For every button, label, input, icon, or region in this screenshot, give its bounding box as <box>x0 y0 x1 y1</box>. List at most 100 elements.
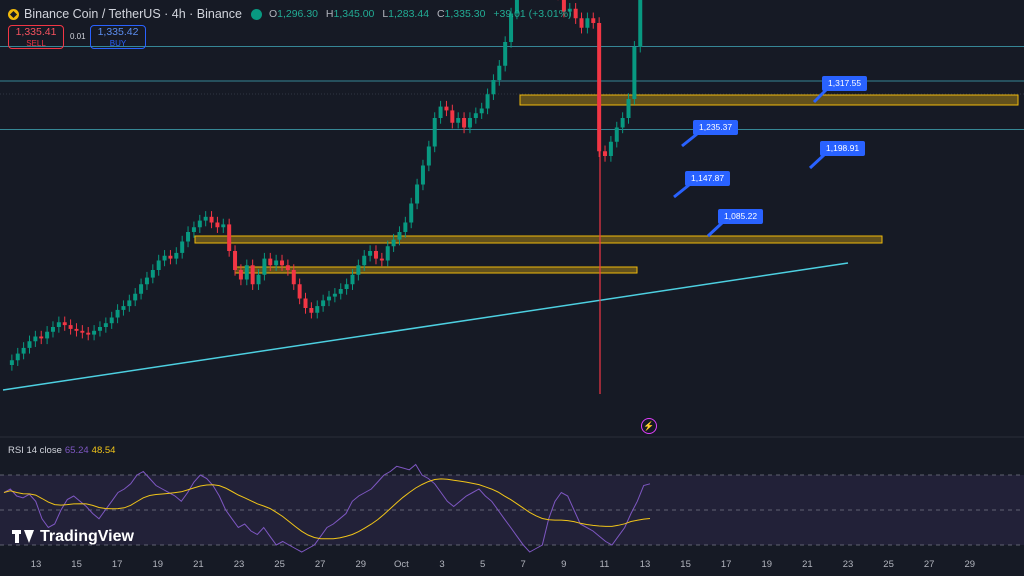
candle-body <box>327 296 331 301</box>
x-axis-tick: 21 <box>193 559 204 570</box>
x-axis-tick: 9 <box>561 559 567 570</box>
candle-body <box>332 293 337 297</box>
candle-body <box>144 277 149 285</box>
candle-body <box>256 274 261 285</box>
price-callout[interactable]: 1,235.37 <box>693 120 739 135</box>
candle-body <box>614 127 619 142</box>
candle-body <box>191 227 196 232</box>
candle-body <box>238 270 243 280</box>
symbol-legend: Binance Coin / TetherUS · 4h · Binance O… <box>8 5 572 23</box>
candle-body <box>638 0 643 47</box>
x-axis-tick: 7 <box>520 559 526 570</box>
horizontal-lines <box>0 45 1024 130</box>
candle-body <box>50 327 55 332</box>
x-axis-tick: 5 <box>479 559 486 570</box>
candle-body <box>626 99 631 118</box>
candle-body <box>315 306 320 313</box>
candle-body <box>274 260 279 266</box>
candle-body <box>462 118 467 128</box>
candle-body <box>456 118 461 123</box>
lightning-icon[interactable]: ⚡ <box>641 418 657 434</box>
candle-body <box>491 80 496 95</box>
candle-body <box>62 322 67 326</box>
candle-body <box>485 94 490 109</box>
candle-body <box>391 239 396 247</box>
x-axis-tick: 25 <box>883 559 894 570</box>
candle-body <box>409 203 414 223</box>
candle-body <box>397 232 402 240</box>
candle-body <box>597 23 602 152</box>
candle-body <box>133 293 138 301</box>
candle-body <box>561 0 566 12</box>
tradingview-logo[interactable]: TradingView <box>12 528 134 546</box>
candle-body <box>450 110 455 123</box>
candle-body <box>121 306 126 310</box>
candle-body <box>109 317 114 324</box>
buy-button[interactable]: 1,335.42 BUY <box>90 25 146 49</box>
candle-body <box>303 298 308 308</box>
candle-body <box>379 258 384 261</box>
candle-body <box>180 241 185 253</box>
market-status-icon <box>250 8 262 20</box>
candle-body <box>227 224 232 251</box>
candle-body <box>156 260 161 270</box>
candle-body <box>350 274 355 285</box>
candle-body <box>215 222 220 228</box>
candle-body <box>344 284 349 289</box>
x-axis-tick: 15 <box>680 559 691 570</box>
spread-value: 0.01 <box>70 32 86 41</box>
x-axis-tick: 15 <box>71 559 82 570</box>
x-axis-tick: 27 <box>923 559 935 570</box>
candle-body <box>420 165 425 185</box>
candle-body <box>139 284 144 294</box>
candle-body <box>27 341 32 348</box>
price-callout[interactable]: 1,085.22 <box>718 209 764 224</box>
candle-body <box>203 216 208 221</box>
candle-body <box>579 18 584 28</box>
candle-body <box>97 327 102 331</box>
symbol-title[interactable]: Binance Coin / TetherUS · 4h · Binance <box>24 7 242 21</box>
callout-pointers <box>673 88 828 238</box>
sell-button[interactable]: 1,335.41 SELL <box>8 25 64 49</box>
price-zone <box>519 94 1019 106</box>
candle-body <box>103 323 108 327</box>
price-zone <box>194 235 883 244</box>
price-callout[interactable]: 1,198.91 <box>820 141 866 156</box>
candle-body <box>479 108 484 114</box>
candle-body <box>620 118 625 128</box>
candle-body <box>15 353 20 361</box>
price-callout[interactable]: 1,317.55 <box>822 76 868 91</box>
x-axis-tick: Oct <box>394 559 409 570</box>
x-axis-tick: 11 <box>599 559 610 570</box>
price-callout[interactable]: 1,147.87 <box>685 171 731 186</box>
x-axis-tick: 25 <box>274 559 285 570</box>
tradingview-logo-icon <box>12 530 34 544</box>
candle-body <box>338 289 343 294</box>
candle-body <box>33 336 38 342</box>
candle-body <box>321 300 326 307</box>
candle-body <box>174 252 179 259</box>
candle-body <box>127 300 132 307</box>
x-axis-tick: 23 <box>233 559 245 570</box>
candle-body <box>268 258 273 266</box>
x-axis-tick: 19 <box>152 559 164 570</box>
candle-body <box>362 255 367 266</box>
candle-body <box>45 331 50 339</box>
candle-body <box>9 360 14 365</box>
callout-pointer <box>812 88 828 104</box>
candle-body <box>297 284 302 299</box>
rsi-legend[interactable]: RSI 14 close 65.24 48.54 <box>8 445 116 456</box>
candle-body <box>115 309 120 318</box>
candle-body <box>74 328 79 331</box>
candle-body <box>473 113 478 118</box>
candle-body <box>632 46 637 99</box>
support-resistance-zones <box>194 94 1019 274</box>
candle-body <box>356 265 361 275</box>
candle-body <box>373 251 378 259</box>
candle-body <box>603 151 608 156</box>
candle-body <box>591 18 596 23</box>
candle-body <box>39 336 44 339</box>
candle-body <box>403 222 408 232</box>
callout-pointer <box>808 153 826 170</box>
